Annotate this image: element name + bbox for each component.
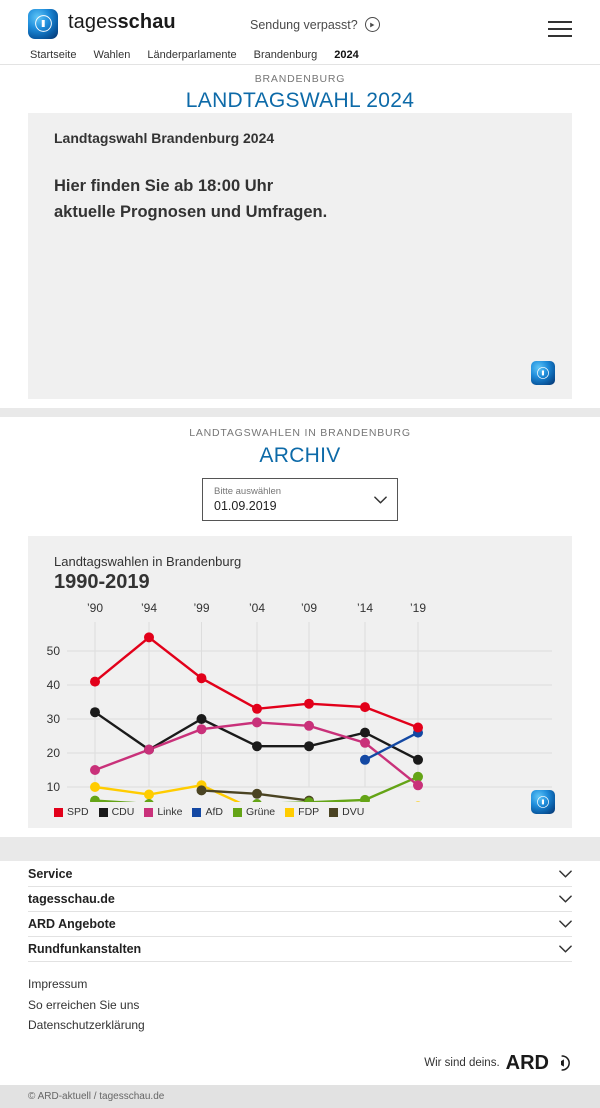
svg-text:’09: ’09 [301,602,317,615]
svg-text:40: 40 [47,678,61,692]
svg-text:10: 10 [47,780,61,794]
svg-text:’04: ’04 [249,602,265,615]
svg-text:20: 20 [47,746,61,760]
svg-text:’94: ’94 [141,602,157,615]
svg-text:’99: ’99 [193,602,209,615]
svg-text:’14: ’14 [357,602,373,615]
svg-text:’19: ’19 [410,602,426,615]
svg-text:50: 50 [47,644,61,658]
svg-text:’90: ’90 [87,602,103,615]
svg-text:30: 30 [47,712,61,726]
